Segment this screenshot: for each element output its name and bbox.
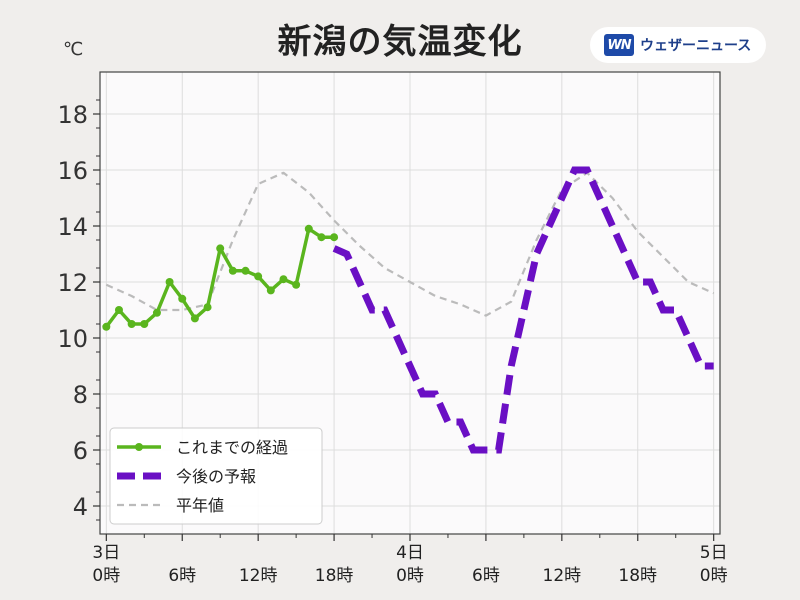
observed-point xyxy=(279,275,288,284)
forecast-series-line xyxy=(332,166,714,454)
observed-point xyxy=(114,306,123,314)
x-tick-date-label: 4日 xyxy=(396,543,424,563)
x-tick-hour-label: 18時 xyxy=(315,566,354,586)
observed-point xyxy=(152,308,161,317)
brand-name: ウェザーニュース xyxy=(640,38,752,54)
observed-point xyxy=(140,320,149,328)
x-tick-hour-label: 0時 xyxy=(700,566,728,586)
x-tick-hour-label: 12時 xyxy=(543,566,582,586)
legend-label: 平年値 xyxy=(176,496,224,515)
y-tick-label: 16 xyxy=(57,157,88,185)
observed-point xyxy=(292,280,301,289)
chart-title: 新潟の気温変化 xyxy=(277,22,523,62)
observed-point xyxy=(254,272,263,281)
legend-label: これまでの経過 xyxy=(176,438,288,457)
brand-badge: WN ウェザーニュース xyxy=(590,27,766,63)
legend-box xyxy=(109,427,323,525)
weathernews-logo: WN xyxy=(604,34,634,56)
y-tick-label: 14 xyxy=(57,213,88,241)
observed-point xyxy=(317,233,326,242)
x-tick-hour-label: 12時 xyxy=(239,566,278,586)
observed-point xyxy=(241,266,250,275)
observed-point xyxy=(203,303,212,312)
grid-lines xyxy=(100,72,720,534)
y-tick-label: 8 xyxy=(73,381,88,409)
x-tick-hour-label: 6時 xyxy=(472,566,500,586)
y-tick-label: 10 xyxy=(57,325,88,353)
observed-point xyxy=(216,244,225,253)
y-tick-label: 6 xyxy=(73,437,88,465)
observed-point xyxy=(228,266,237,275)
series-layer xyxy=(102,166,715,454)
x-tick-hour-label: 0時 xyxy=(92,566,120,586)
x-tick-hour-label: 6時 xyxy=(168,566,196,586)
x-tick-date-label: 3日 xyxy=(92,543,120,563)
observed-point xyxy=(102,322,111,331)
x-tick-hour-label: 18時 xyxy=(618,566,657,586)
observed-point xyxy=(165,278,174,286)
observed-point xyxy=(127,320,136,328)
x-tick-date-label: 5日 xyxy=(700,543,728,563)
x-tick-hour-label: 0時 xyxy=(396,566,424,586)
axes: 4 6 8 10 12 14 16 18 3日 0時 6時 12時 18時 4日 0時 6時 12時 18時 5日 0… xyxy=(57,99,728,586)
legend-observed-marker xyxy=(135,443,143,451)
observed-point xyxy=(304,224,313,233)
observed-point xyxy=(178,294,187,303)
legend-label: 今後の予報 xyxy=(176,467,256,486)
normal-series-line xyxy=(105,171,715,317)
observed-point xyxy=(266,286,275,295)
observed-point xyxy=(330,233,339,242)
y-axis-unit-label: ℃ xyxy=(63,39,83,60)
y-tick-label: 4 xyxy=(73,493,88,521)
y-tick-label: 18 xyxy=(57,101,88,129)
y-tick-label: 12 xyxy=(57,269,88,297)
observed-point xyxy=(190,314,199,323)
